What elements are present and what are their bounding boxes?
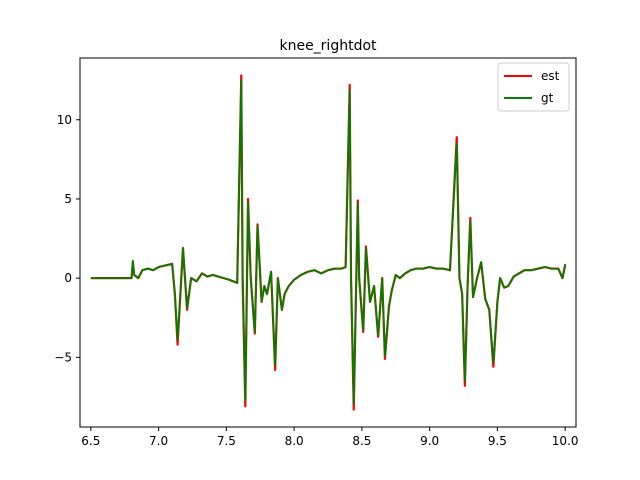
plot-frame	[79, 57, 577, 428]
legend-label-est: est	[541, 69, 560, 83]
x-tick-label: 7.0	[149, 434, 168, 448]
y-tick-label: 0	[64, 271, 72, 285]
x-tick-label: 8.0	[285, 434, 304, 448]
chart-title: knee_rightdot	[279, 38, 377, 54]
series-line-gt	[90, 79, 567, 405]
y-tick-label: 10	[57, 113, 72, 127]
x-tick-label: 10.0	[552, 434, 579, 448]
y-tick-label: 5	[64, 192, 72, 206]
x-tick-label: 9.5	[488, 434, 507, 448]
legend-label-gt: gt	[541, 91, 554, 105]
x-tick-label: 7.5	[217, 434, 236, 448]
x-tick-label: 6.5	[81, 434, 100, 448]
y-tick-label: −5	[54, 350, 72, 364]
x-tick-label: 8.5	[352, 434, 371, 448]
legend: est gt	[497, 62, 570, 112]
x-tick-label: 9.0	[420, 434, 439, 448]
